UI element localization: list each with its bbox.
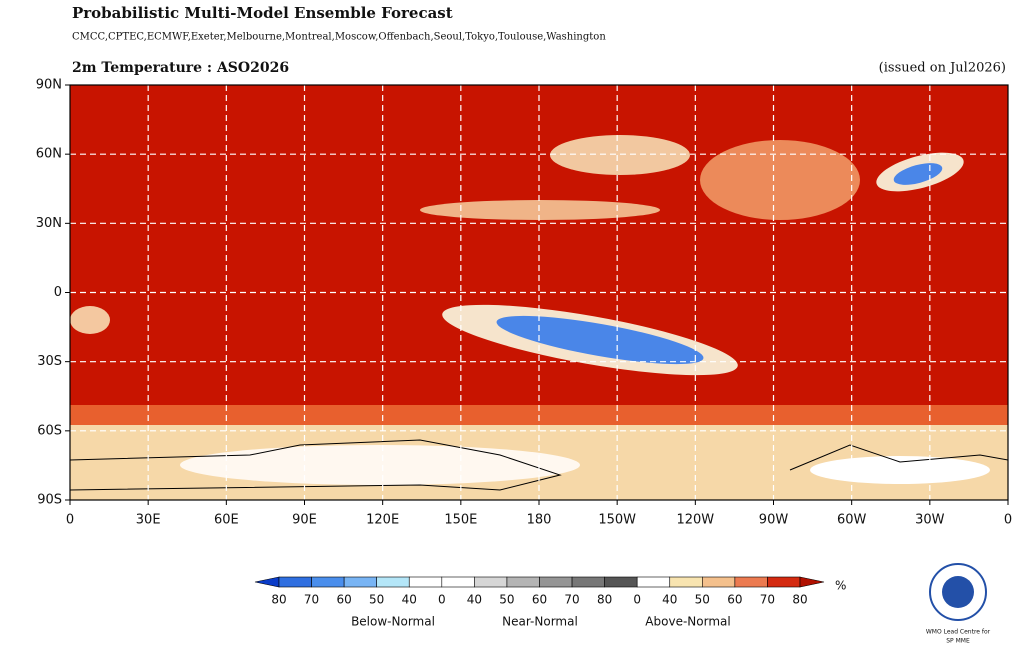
colorbar-label: 60 [532,593,547,607]
lat-label: 60N [36,147,62,162]
colorbar-label: 70 [760,593,775,607]
lat-label: 0 [54,285,62,300]
field-patch [70,306,110,334]
centres: CMCC,CPTEC,ECMWF,Exeter,Melbourne,Montre… [72,32,606,43]
colorbar-label: 40 [467,593,482,607]
lon-label: 150E [444,513,477,528]
category-label: Near-Normal [502,615,578,629]
logo-text: WMO Lead Centre for [926,629,991,636]
colorbar-end [799,576,825,588]
map: 90N 60N 30N 0 30S 60S 90S 0 30E 60E 90E 120E 150E 180… [36,78,1012,528]
logo-globe [942,576,974,608]
colorbar-label: 0 [438,593,446,607]
lon-label: 30W [915,513,945,528]
colorbar-segment [343,576,377,588]
colorbar-label: 80 [271,593,286,607]
colorbar-end [254,576,280,588]
category-label: Above-Normal [645,615,730,629]
lat-label: 30S [37,354,62,369]
lon-label: 90W [759,513,789,528]
title: Probabilistic Multi-Model Ensemble Forec… [72,4,453,22]
colorbar-segment [441,576,475,588]
colorbar-label: 80 [792,593,807,607]
lat-label: 90N [36,78,62,93]
colorbar-label: 40 [662,593,677,607]
lat-label: 60S [37,423,62,438]
lon-label: 60E [214,513,239,528]
colorbar-segment [539,576,573,588]
category-label: Below-Normal [351,615,435,629]
colorbar-label: 60 [336,593,351,607]
colorbar-label: 50 [695,593,710,607]
colorbar-label: 70 [304,593,319,607]
lon-label: 90E [292,513,317,528]
colorbar-label: 60 [727,593,742,607]
colorbar-label: 50 [499,593,514,607]
colorbar-segment [702,576,736,588]
field-patch [700,140,860,220]
field-patch [550,135,690,175]
field-patch [180,445,580,485]
logo-text: SP MME [946,638,970,645]
colorbar-segment [669,576,703,588]
colorbar-segment [408,576,443,588]
colorbar-label: 0 [633,593,641,607]
map-title: 2m Temperature : ASO2026 [72,60,289,76]
lon-label: 60W [837,513,867,528]
lon-label: 0 [1004,513,1012,528]
coastline [789,444,1008,471]
lon-label: 120W [676,513,714,528]
field-patch [496,315,704,365]
colorbar-segment [311,576,345,588]
field-patch [420,200,660,220]
coastline [70,439,562,491]
colorbar-label: 70 [564,593,579,607]
colorbar-segment [474,576,508,588]
lon-label: 150W [598,513,636,528]
colorbar-segment [767,576,801,588]
issued: (issued on Jul2026) [879,61,1006,76]
colorbar-segment [604,576,638,588]
colorbar-segment [506,576,540,588]
colorbar-segment [376,576,410,588]
lat-label: 30N [36,216,62,231]
colorbar-segment [636,576,671,588]
colorbar-unit: % [835,579,846,593]
lon-label: 180 [527,513,552,528]
colorbar-segment [734,576,768,588]
logo: WMO Lead Centre for SP MME [926,563,991,645]
lat-label: 90S [37,493,62,508]
lon-label: 0 [66,513,74,528]
lon-label: 30E [136,513,161,528]
lon-label: 120E [366,513,399,528]
colorbar-label: 40 [402,593,417,607]
colorbar-segment [278,576,312,588]
colorbar-segment [571,576,605,588]
logo-emblem [929,563,987,621]
colorbar-label: 80 [597,593,612,607]
colorbar-label: 50 [369,593,384,607]
field-patch [810,456,990,484]
map-frame [69,84,1009,501]
